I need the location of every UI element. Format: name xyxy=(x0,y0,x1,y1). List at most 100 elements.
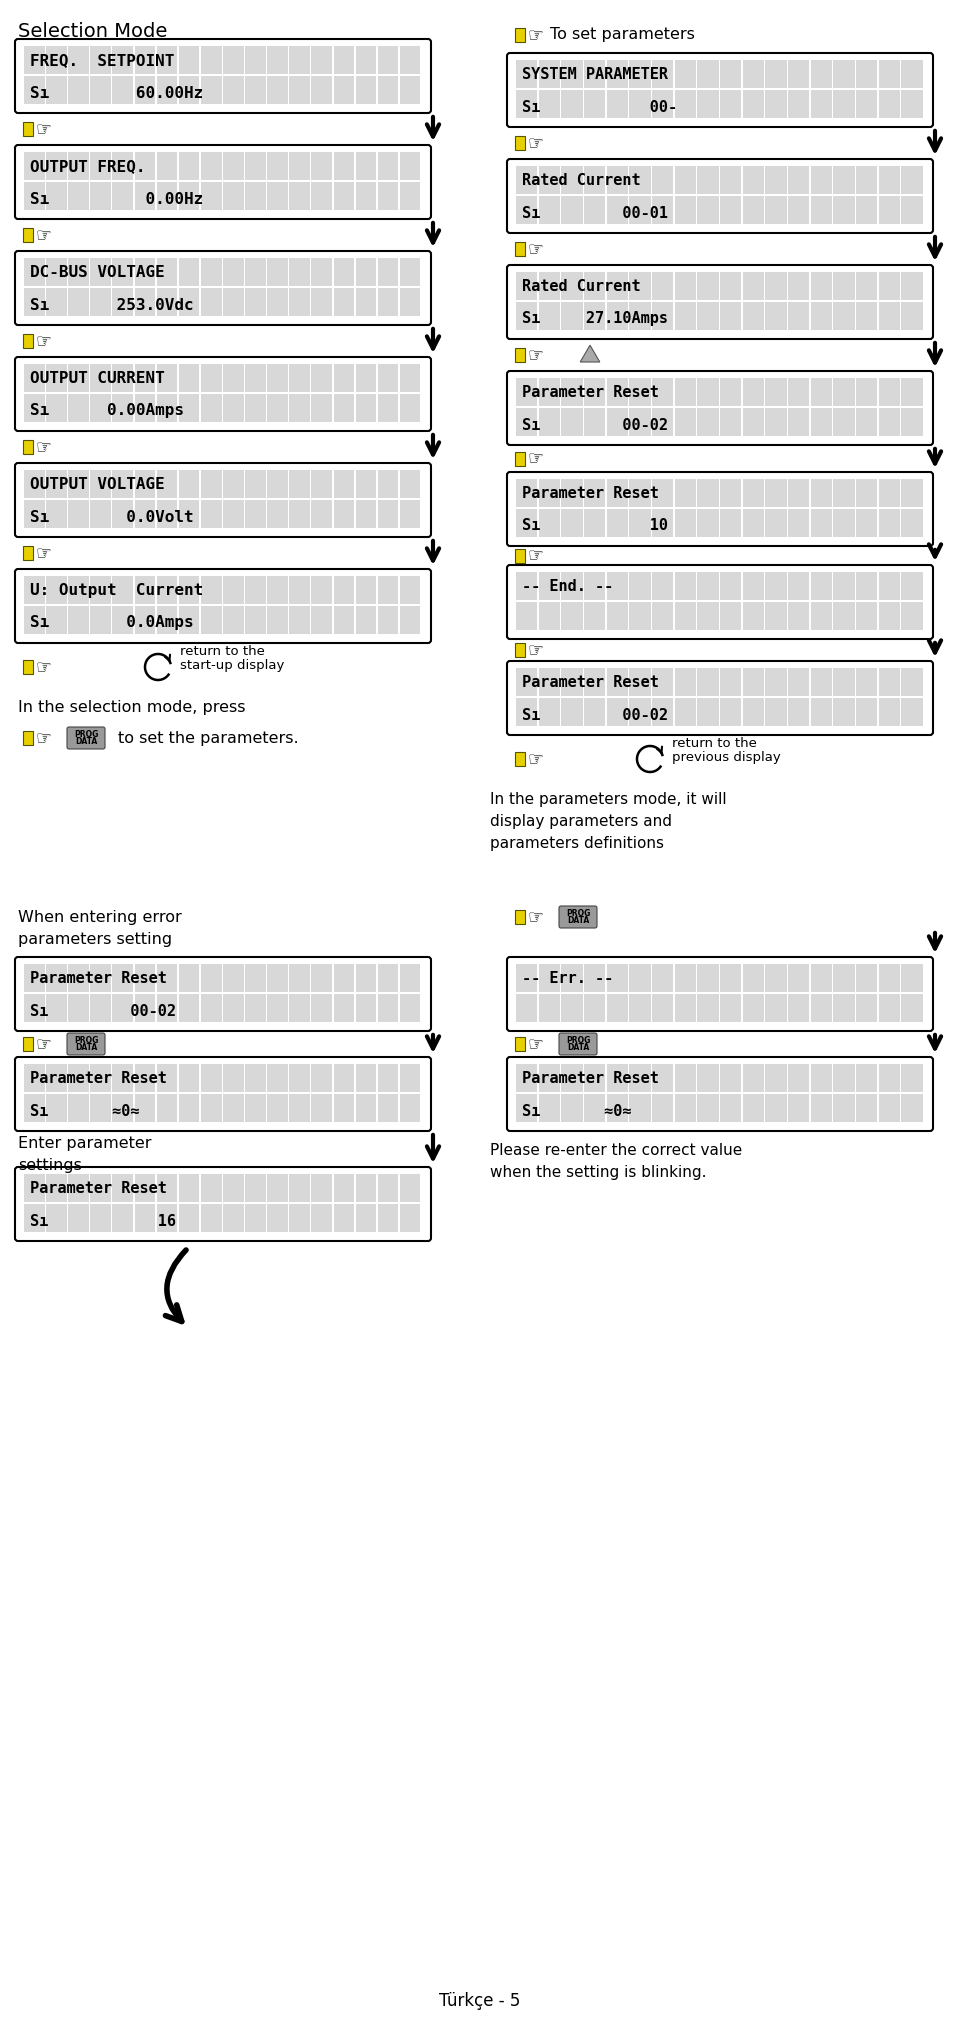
Bar xyxy=(878,509,900,537)
Bar xyxy=(765,377,786,405)
Bar xyxy=(355,393,376,422)
Bar xyxy=(630,302,651,330)
Bar xyxy=(333,257,354,286)
Text: In the selection mode, press: In the selection mode, press xyxy=(18,699,246,716)
Text: OUTPUT FREQ.: OUTPUT FREQ. xyxy=(30,158,146,174)
Bar xyxy=(562,965,583,991)
Bar xyxy=(607,697,628,726)
Bar xyxy=(562,993,583,1022)
Bar xyxy=(24,152,44,180)
Bar xyxy=(245,1204,266,1232)
Text: Parameter Reset: Parameter Reset xyxy=(522,1070,659,1086)
Bar xyxy=(743,1095,764,1123)
Bar xyxy=(46,1174,67,1202)
Bar xyxy=(652,166,673,195)
Bar xyxy=(765,602,786,630)
Bar xyxy=(720,197,741,225)
Text: ☞: ☞ xyxy=(527,908,543,926)
Bar xyxy=(245,288,266,316)
Bar xyxy=(720,272,741,300)
Bar xyxy=(878,89,900,118)
Bar xyxy=(267,1064,288,1093)
Bar xyxy=(311,470,332,499)
Bar xyxy=(584,965,605,991)
Bar xyxy=(311,152,332,180)
Bar xyxy=(630,993,651,1022)
Bar xyxy=(68,288,89,316)
Bar xyxy=(311,288,332,316)
Bar xyxy=(743,302,764,330)
Text: ☞: ☞ xyxy=(35,659,51,675)
Bar xyxy=(765,407,786,436)
Bar xyxy=(245,365,266,391)
Bar xyxy=(788,478,809,507)
Bar xyxy=(584,166,605,195)
Bar xyxy=(134,1095,156,1123)
Bar xyxy=(675,509,696,537)
Bar xyxy=(516,302,538,330)
FancyBboxPatch shape xyxy=(15,957,431,1032)
FancyBboxPatch shape xyxy=(507,53,933,128)
Bar xyxy=(355,288,376,316)
Bar xyxy=(743,197,764,225)
Bar xyxy=(267,152,288,180)
Bar xyxy=(400,393,420,422)
Bar xyxy=(289,365,310,391)
Bar xyxy=(675,1095,696,1123)
Bar xyxy=(697,965,718,991)
Bar xyxy=(901,166,923,195)
Bar xyxy=(134,993,156,1022)
Bar xyxy=(765,669,786,695)
Bar xyxy=(584,993,605,1022)
Bar xyxy=(652,407,673,436)
FancyBboxPatch shape xyxy=(507,566,933,639)
Bar xyxy=(856,572,877,600)
Bar xyxy=(179,470,200,499)
Bar xyxy=(810,407,831,436)
Bar xyxy=(697,602,718,630)
Bar xyxy=(584,1095,605,1123)
Bar xyxy=(833,669,854,695)
Bar xyxy=(289,1095,310,1123)
Text: ☞: ☞ xyxy=(527,750,543,768)
Bar xyxy=(697,302,718,330)
Text: Sı            10: Sı 10 xyxy=(522,519,668,533)
Bar xyxy=(289,501,310,527)
Bar xyxy=(311,965,332,991)
Bar xyxy=(607,509,628,537)
Bar xyxy=(68,965,89,991)
Bar xyxy=(833,1064,854,1093)
Text: Sı         00-02: Sı 00-02 xyxy=(522,707,668,722)
Bar xyxy=(607,1095,628,1123)
Bar xyxy=(675,61,696,87)
Bar xyxy=(878,407,900,436)
Bar xyxy=(23,440,33,454)
Bar xyxy=(311,75,332,103)
Bar xyxy=(743,602,764,630)
Text: when the setting is blinking.: when the setting is blinking. xyxy=(490,1166,707,1180)
Bar xyxy=(289,470,310,499)
Text: Parameter Reset: Parameter Reset xyxy=(30,971,167,985)
Text: Parameter Reset: Parameter Reset xyxy=(522,486,659,501)
Text: ☞: ☞ xyxy=(527,1036,543,1052)
Bar xyxy=(810,197,831,225)
Bar xyxy=(652,377,673,405)
Bar xyxy=(901,407,923,436)
Bar xyxy=(833,407,854,436)
Bar xyxy=(810,478,831,507)
Text: PROG
DATA: PROG DATA xyxy=(565,1036,590,1052)
Bar xyxy=(856,478,877,507)
Bar xyxy=(720,166,741,195)
Bar xyxy=(630,166,651,195)
Bar xyxy=(311,365,332,391)
Bar xyxy=(400,288,420,316)
Bar xyxy=(788,166,809,195)
Bar xyxy=(901,478,923,507)
Text: Türkçe - 5: Türkçe - 5 xyxy=(440,1993,520,2011)
Bar xyxy=(515,752,525,766)
Bar xyxy=(378,393,398,422)
Bar xyxy=(562,478,583,507)
Bar xyxy=(245,152,266,180)
Bar xyxy=(245,965,266,991)
Bar xyxy=(112,257,133,286)
